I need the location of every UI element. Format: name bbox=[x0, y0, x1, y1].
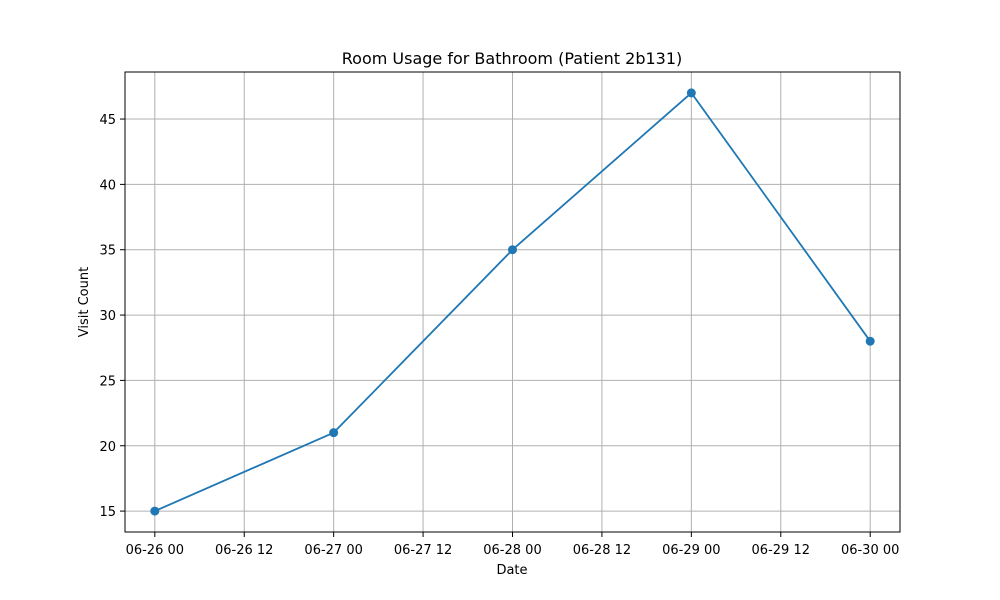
data-point bbox=[686, 88, 696, 98]
x-tick-label: 06-28 00 bbox=[483, 543, 541, 558]
grid-lines bbox=[125, 72, 900, 532]
data-point bbox=[508, 245, 517, 255]
chart-title: Room Usage for Bathroom (Patient 2b131) bbox=[342, 49, 683, 68]
x-tick-label: 06-27 00 bbox=[304, 543, 362, 558]
x-axis-label: Date bbox=[496, 563, 527, 578]
y-tick-label: 25 bbox=[99, 374, 116, 389]
y-axis-label: Visit Count bbox=[77, 267, 92, 337]
y-tick-label: 20 bbox=[99, 440, 116, 455]
data-point bbox=[329, 428, 339, 438]
x-tick-label: 06-29 00 bbox=[662, 543, 720, 558]
x-tick-label: 06-29 12 bbox=[752, 543, 810, 558]
x-tick-label: 06-27 12 bbox=[394, 543, 452, 558]
y-tick-label: 40 bbox=[99, 178, 116, 193]
axis-ticks: 06-26 00 06-26 12 06-27 00 06-27 12 06-28 00… bbox=[99, 113, 899, 558]
x-tick-label: 06-30 00 bbox=[841, 543, 899, 558]
data-point bbox=[150, 506, 160, 516]
y-tick-label: 45 bbox=[99, 113, 116, 128]
x-tick-label: 06-26 12 bbox=[215, 543, 273, 558]
y-tick-label: 35 bbox=[99, 244, 116, 259]
x-tick-label: 06-26 00 bbox=[126, 543, 184, 558]
x-tick-label: 06-28 12 bbox=[573, 543, 631, 558]
series-layer bbox=[150, 88, 875, 516]
y-tick-label: 30 bbox=[99, 309, 116, 324]
data-point bbox=[865, 336, 875, 346]
y-tick-label: 15 bbox=[99, 505, 116, 520]
